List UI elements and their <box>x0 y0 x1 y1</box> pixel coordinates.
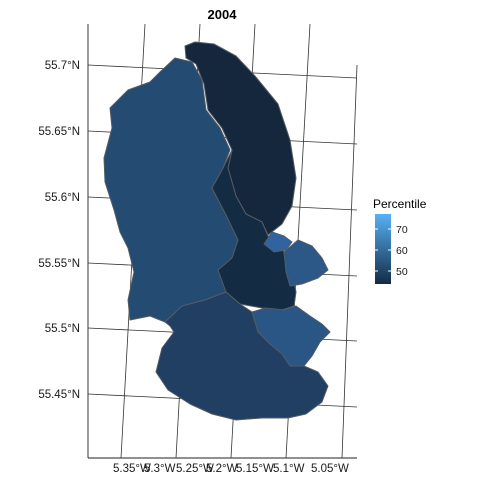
lon-label: 5.05°W <box>311 463 349 475</box>
legend-tick-label: 50 <box>396 266 408 278</box>
region-east-inlet <box>263 231 293 253</box>
map-title: 2004 <box>208 7 238 22</box>
map-regions <box>103 41 331 421</box>
lat-label: 55.6°N <box>45 192 80 204</box>
lon-label: 5.1°W <box>273 463 305 475</box>
legend-tick-label: 60 <box>396 245 408 257</box>
meridian-5.15 <box>341 64 358 459</box>
legend: Percentile 70 60 50 <box>373 197 427 284</box>
region-east-lobe <box>283 239 329 287</box>
lon-label: 5.35°W <box>113 463 151 475</box>
legend-title: Percentile <box>373 197 427 211</box>
legend-tick-label: 70 <box>396 224 408 236</box>
region-south <box>155 291 329 421</box>
lon-label: 5.2°W <box>206 463 238 475</box>
lon-label: 5.3°W <box>144 463 176 475</box>
lat-label: 55.45°N <box>38 389 80 401</box>
y-tick-labels: 55.7°N 55.65°N 55.6°N 55.55°N 55.5°N 55.… <box>38 60 80 401</box>
x-tick-labels: 5.35°W 5.3°W 5.25°W 5.2°W 5.15°W 5.1°W 5… <box>113 463 349 475</box>
legend-colorbar <box>375 214 391 284</box>
lon-label: 5.25°W <box>176 463 214 475</box>
lon-label: 5.15°W <box>236 463 274 475</box>
lat-label: 55.5°N <box>45 323 80 335</box>
lat-label: 55.55°N <box>38 258 80 270</box>
lat-label: 55.7°N <box>45 60 80 72</box>
lat-label: 55.65°N <box>38 126 80 138</box>
